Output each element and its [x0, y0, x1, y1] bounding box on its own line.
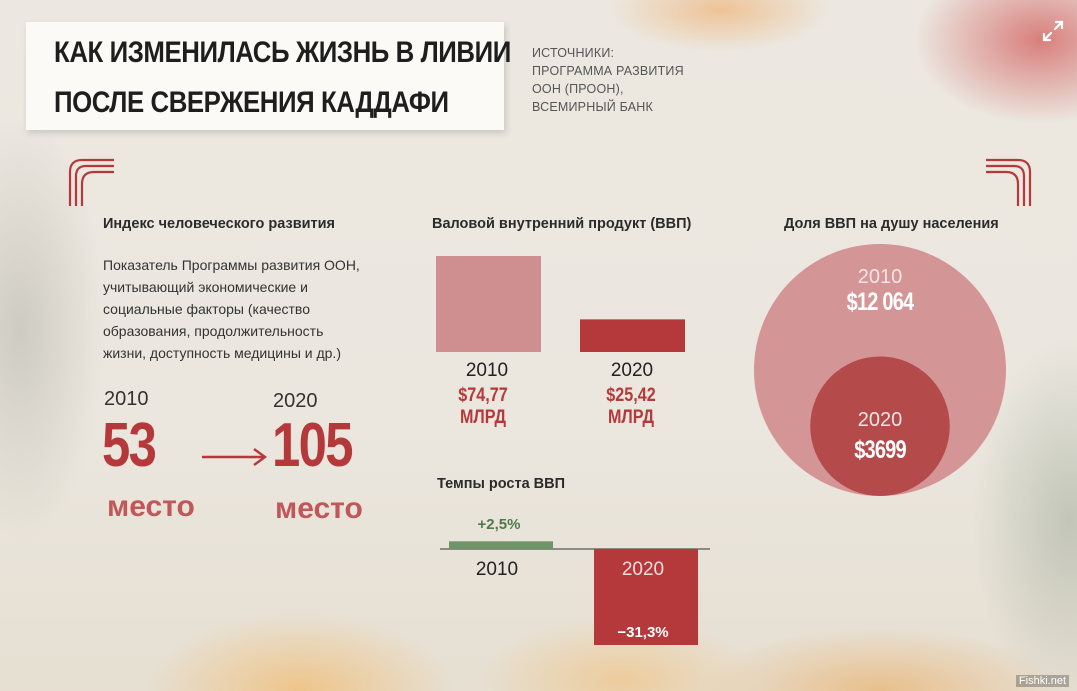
hdi-description-line: учитывающий экономические и [103, 279, 308, 295]
ornament-corner-icon [68, 158, 118, 208]
growth-year-label: 2020 [621, 559, 665, 580]
per-capita-value-label: $3699 [854, 436, 906, 464]
gdp-value-label: $25,42 МЛРД [593, 385, 670, 429]
sources-line: ПРОГРАММА РАЗВИТИЯ [532, 64, 684, 78]
hdi-description-line: Показатель Программы развития ООН, [103, 257, 360, 273]
growth-value-label: +2,5% [477, 516, 521, 533]
per-capita-heading: Доля ВВП на душу населения [784, 216, 999, 232]
gdp-value-unit: МЛРД [607, 407, 655, 428]
per-capita-year-label: 2020 [857, 409, 903, 431]
gdp-value-label: $74,77 МЛРД [445, 385, 522, 429]
watermark: Fishki.net [1015, 675, 1069, 687]
gdp-year-label: 2020 [610, 360, 654, 381]
growth-bar [449, 541, 553, 549]
growth-year-label: 2010 [475, 559, 519, 580]
gdp-value-unit: МЛРД [459, 407, 507, 428]
growth-bar-chart [440, 541, 710, 645]
per-capita-year-label: 2010 [857, 266, 903, 288]
hdi-description-line: социальные факторы (качество [103, 301, 310, 317]
gdp-value-amount: $25,42 [606, 385, 656, 406]
gdp-bar [580, 319, 685, 352]
growth-bar [594, 549, 698, 645]
arrow-right-icon [202, 447, 268, 472]
hdi-description-line: жизни, доступность медицины и др.) [103, 345, 341, 361]
sources-line: ООН (ПРООН), [532, 82, 624, 96]
hdi-description-line: образования, продолжительность [103, 323, 324, 339]
sources-line: ИСТОЧНИКИ: [532, 46, 615, 60]
title-line-2: ПОСЛЕ СВЕРЖЕНИЯ КАДДАФИ [54, 86, 449, 119]
sources: ИСТОЧНИКИ: ПРОГРАММА РАЗВИТИЯ ООН (ПРООН… [532, 44, 684, 116]
hdi-description: Показатель Программы развития ООН, учиты… [103, 254, 403, 364]
gdp-value-amount: $74,77 [458, 385, 508, 406]
hdi-year-2010: 2010 [104, 388, 149, 410]
gdp-year-label: 2010 [465, 360, 509, 381]
expand-icon[interactable] [1040, 18, 1066, 49]
gdp-heading: Валовой внутренний продукт (ВВП) [432, 216, 692, 232]
hdi-rank-2020: 105 [272, 411, 354, 480]
hdi-heading: Индекс человеческого развития [103, 216, 336, 232]
hdi-rank-2010: 53 [102, 411, 157, 480]
title-line-1: КАК ИЗМЕНИЛАСЬ ЖИЗНЬ В ЛИВИИ [54, 36, 511, 69]
growth-heading: Темпы роста ВВП [437, 476, 566, 492]
hdi-unit-2020: место [275, 492, 363, 525]
growth-value-label: −31,3% [617, 624, 669, 641]
per-capita-bubble [810, 356, 950, 496]
ornament-corner-icon [982, 158, 1032, 208]
gdp-bar [436, 256, 541, 352]
sources-line: ВСЕМИРНЫЙ БАНК [532, 100, 653, 114]
hdi-unit-2010: место [107, 490, 195, 523]
gdp-bar-chart [436, 256, 685, 352]
hdi-year-2020: 2020 [273, 390, 318, 412]
per-capita-bubble-chart [754, 244, 1006, 496]
title-card: КАК ИЗМЕНИЛАСЬ ЖИЗНЬ В ЛИВИИ ПОСЛЕ СВЕРЖ… [26, 22, 511, 130]
per-capita-value-label: $12 064 [846, 288, 914, 316]
